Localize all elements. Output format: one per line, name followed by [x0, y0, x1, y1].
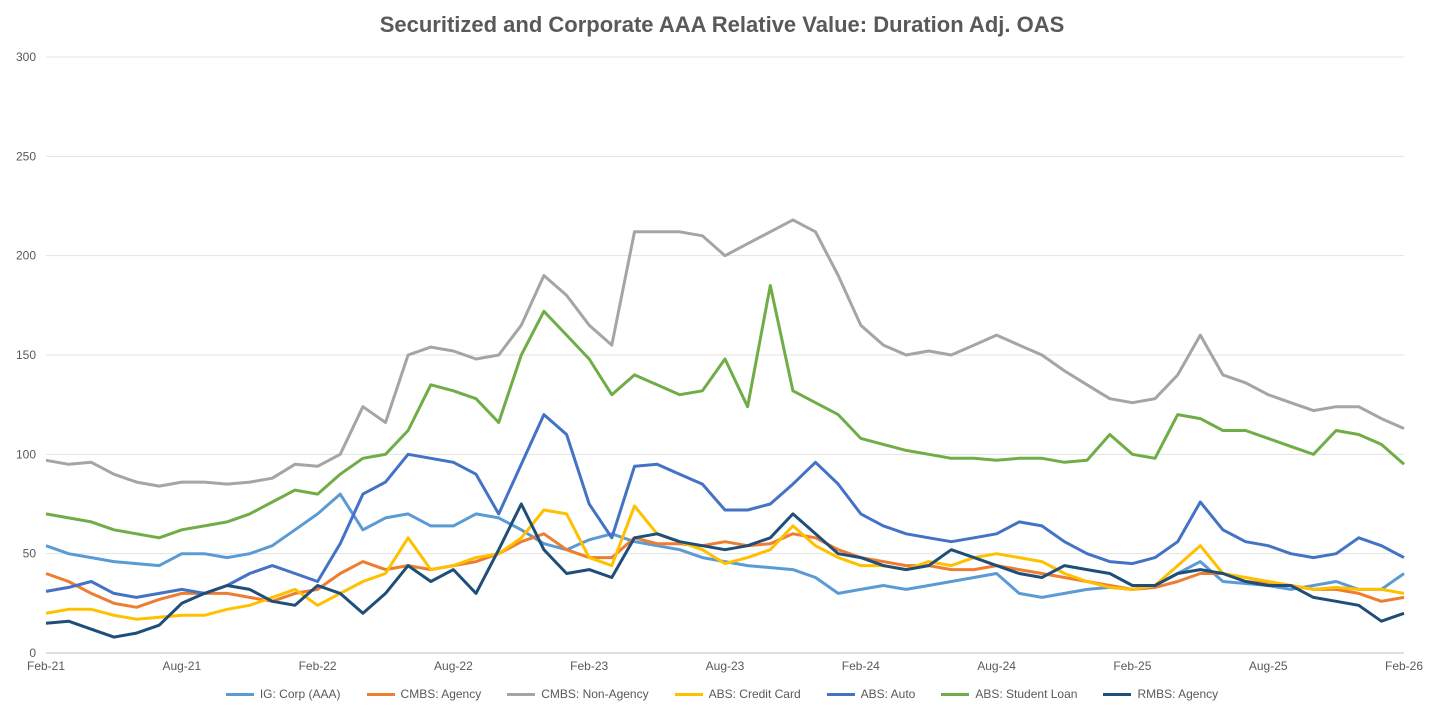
legend-label: CMBS: Agency [400, 687, 482, 701]
legend-label: CMBS: Non-Agency [541, 687, 649, 701]
x-tick-label: Aug-23 [706, 659, 745, 673]
legend-label: ABS: Auto [860, 687, 916, 701]
y-tick-label: 0 [29, 646, 36, 660]
series-line-cmbs-non-agency [45, 218, 1405, 488]
series-lines [45, 218, 1405, 639]
legend-label: RMBS: Agency [1137, 687, 1219, 701]
legend-swatch [1103, 692, 1132, 696]
x-tick-label: Feb-22 [299, 659, 337, 673]
legend-label: IG: Corp (AAA) [259, 687, 341, 701]
chart-legend: IG: Corp (AAA) CMBS: Agency CMBS: Non-Agen… [0, 687, 1444, 701]
y-tick-label: 250 [16, 149, 36, 163]
x-tick-label: Feb-21 [27, 659, 65, 673]
legend-label: ABS: Student Loan [975, 687, 1078, 701]
x-tick-label: Aug-21 [162, 659, 201, 673]
series-line-abs-auto [45, 413, 1405, 599]
legend-item: CMBS: Non-Agency [507, 687, 649, 701]
legend-swatch [941, 692, 970, 696]
y-tick-label: 50 [23, 547, 37, 561]
series-line-rmbs-agency [45, 502, 1405, 639]
series-line-abs-credit-card [45, 504, 1405, 621]
x-tick-label: Feb-24 [842, 659, 880, 673]
chart-title: Securitized and Corporate AAA Relative V… [379, 12, 1065, 37]
legend-item: ABS: Credit Card [674, 687, 801, 701]
y-tick-label: 200 [16, 249, 36, 263]
x-tick-label: Feb-26 [1385, 659, 1423, 673]
x-tick-label: Feb-25 [1113, 659, 1151, 673]
legend-item: ABS: Auto [826, 687, 916, 701]
x-tick-label: Aug-24 [977, 659, 1016, 673]
series-line-abs-student-loan [45, 284, 1405, 540]
legend-swatch [225, 692, 254, 696]
legend-item: RMBS: Agency [1103, 687, 1218, 701]
grid-lines [46, 56, 1404, 654]
y-tick-label: 150 [16, 348, 36, 362]
y-axis-ticks: 0 50 100 150 200 250 300 [16, 50, 36, 660]
legend-label: ABS: Credit Card [708, 687, 801, 701]
legend-swatch [507, 692, 536, 696]
x-tick-label: Aug-25 [1249, 659, 1288, 673]
legend-swatch [674, 692, 703, 696]
legend-swatch [366, 692, 395, 696]
x-tick-label: Feb-23 [570, 659, 608, 673]
legend-item: IG: Corp (AAA) [225, 687, 341, 701]
x-axis-ticks: Feb-21 Aug-21 Feb-22 Aug-22 Feb-23 Aug-23 Feb-… [27, 659, 1423, 673]
y-tick-label: 100 [16, 447, 36, 461]
legend-item: CMBS: Agency [366, 687, 482, 701]
legend-item: ABS: Student Loan [941, 687, 1077, 701]
x-tick-label: Aug-22 [434, 659, 473, 673]
legend-swatch [826, 692, 855, 696]
y-tick-label: 300 [16, 50, 36, 64]
